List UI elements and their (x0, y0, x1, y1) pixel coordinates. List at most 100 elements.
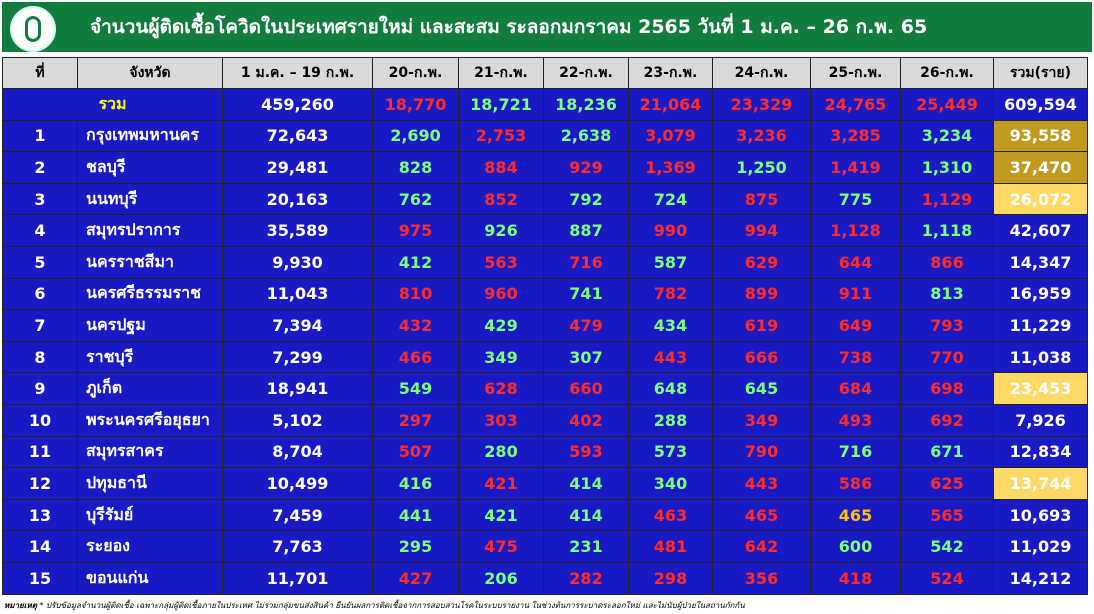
province-name: นนทบุรี (77, 182, 223, 216)
value-cell: 573 (628, 435, 713, 469)
value-cell: 72,643 (222, 119, 373, 153)
table-row: 13 บุรีรัมย์ 7,459 441 421 414 463 465 465 565 10,… (2, 498, 1088, 532)
value-cell: 7,459 (222, 498, 373, 532)
value-cell: 593 (543, 435, 629, 469)
province-name: กรุงเทพมหานคร (77, 119, 223, 153)
table-row: 9 ภูเก็ต 18,941 549 628 660 648 645 684 698 23,453 (2, 372, 1088, 405)
value-cell: 421 (458, 467, 544, 500)
value-cell: 9,930 (222, 245, 373, 279)
value-cell: 698 (900, 372, 994, 405)
value-cell: 2,638 (543, 119, 629, 153)
value-cell: 1,250 (712, 151, 811, 184)
value-cell: 11,038 (993, 340, 1088, 374)
province-name: ราชบุรี (77, 340, 223, 374)
table-row: 10 พระนครศรีอยุธยา 5,102 297 303 402 288 349 493… (2, 403, 1088, 437)
value-cell: 29,481 (222, 151, 373, 184)
column-header: รวม(ราย) (993, 57, 1088, 89)
value-cell: 866 (900, 245, 994, 279)
province-name: ขอนแก่น (77, 561, 223, 595)
value-cell: 11,701 (222, 561, 373, 595)
value-cell: 1,419 (810, 151, 901, 184)
value-cell: 18,941 (222, 372, 373, 405)
value-cell: 899 (712, 277, 811, 311)
province-name: นครศรีธรรมราช (77, 277, 223, 311)
value-cell: 563 (458, 245, 544, 279)
value-cell: 432 (372, 309, 459, 342)
value-cell: 340 (628, 467, 713, 500)
column-header: ที่ (2, 57, 78, 89)
value-cell: 3,079 (628, 119, 713, 153)
province-name: บุรีรัมย์ (77, 498, 223, 532)
value-cell: 660 (543, 372, 629, 405)
value-cell: 813 (900, 277, 994, 311)
row-number: 10 (2, 403, 78, 437)
value-cell: 295 (372, 530, 459, 563)
value-cell: 793 (900, 309, 994, 342)
total-cell: 24,765 (810, 88, 901, 121)
table-row: 1 กรุงเทพมหานคร 72,643 2,690 2,753 2,638 3,079… (2, 119, 1088, 153)
value-cell: 402 (543, 403, 629, 437)
value-cell: 3,236 (712, 119, 811, 153)
value-cell: 434 (628, 309, 713, 342)
table-row: 15 ขอนแก่น 11,701 427 206 282 298 356 418 524 14,2… (2, 561, 1088, 595)
value-cell: 463 (628, 498, 713, 532)
value-cell: 3,285 (810, 119, 901, 153)
table-row: 14 ระยอง 7,763 295 475 231 481 642 600 542 11,029 (2, 530, 1088, 563)
value-cell: 7,763 (222, 530, 373, 563)
province-name: พระนครศรีอยุธยา (77, 403, 223, 437)
column-header: 22-ก.พ. (543, 57, 629, 89)
value-cell: 349 (712, 403, 811, 437)
value-cell: 11,043 (222, 277, 373, 311)
value-cell: 666 (712, 340, 811, 374)
value-cell: 507 (372, 435, 459, 469)
table-row: 3 นนทบุรี 20,163 762 852 792 724 875 775 1,129 26,… (2, 182, 1088, 216)
value-cell: 1,310 (900, 151, 994, 184)
value-cell: 414 (543, 498, 629, 532)
value-cell: 418 (810, 561, 901, 595)
value-cell: 443 (628, 340, 713, 374)
value-cell: 3,234 (900, 119, 994, 153)
header-bar: จำนวนผู้ติดเชื้อโควิดในประเทศรายใหม่ และ… (2, 2, 1092, 52)
value-cell: 8,704 (222, 435, 373, 469)
value-cell: 475 (458, 530, 544, 563)
total-cell: 18,721 (458, 88, 544, 121)
value-cell: 493 (810, 403, 901, 437)
value-cell: 1,118 (900, 214, 994, 247)
value-cell: 649 (810, 309, 901, 342)
row-number: 13 (2, 498, 78, 532)
value-cell: 13,744 (993, 467, 1088, 500)
value-cell: 692 (900, 403, 994, 437)
value-cell: 14,347 (993, 245, 1088, 279)
value-cell: 960 (458, 277, 544, 311)
table-row: 4 สมุทรปราการ 35,589 975 926 887 990 994 1,128 1,… (2, 214, 1088, 247)
column-header: 20-ก.พ. (372, 57, 459, 89)
total-label: รวม (2, 88, 223, 121)
total-cell: 18,770 (372, 88, 459, 121)
value-cell: 2,690 (372, 119, 459, 153)
value-cell: 645 (712, 372, 811, 405)
row-number: 4 (2, 214, 78, 247)
value-cell: 11,029 (993, 530, 1088, 563)
total-cell: 21,064 (628, 88, 713, 121)
value-cell: 481 (628, 530, 713, 563)
value-cell: 416 (372, 467, 459, 500)
value-cell: 412 (372, 245, 459, 279)
value-cell: 37,470 (993, 151, 1088, 184)
value-cell: 26,072 (993, 182, 1088, 216)
value-cell: 427 (372, 561, 459, 595)
value-cell: 16,959 (993, 277, 1088, 311)
row-number: 12 (2, 467, 78, 500)
value-cell: 297 (372, 403, 459, 437)
value-cell: 2,753 (458, 119, 544, 153)
title: จำนวนผู้ติดเชื้อโควิดในประเทศรายใหม่ และ… (90, 16, 928, 38)
value-cell: 644 (810, 245, 901, 279)
row-number: 1 (2, 119, 78, 153)
province-name: นครราชสีมา (77, 245, 223, 279)
total-cell: 25,449 (900, 88, 994, 121)
value-cell: 12,834 (993, 435, 1088, 469)
value-cell: 587 (628, 245, 713, 279)
value-cell: 349 (458, 340, 544, 374)
footnote-label: หมายเหตุ (4, 601, 37, 610)
total-row: รวม 459,260 18,770 18,721 18,236 21,064 23,329… (2, 88, 1088, 121)
table-row: 8 ราชบุรี 7,299 466 349 307 443 666 738 770 11,038 (2, 340, 1088, 374)
